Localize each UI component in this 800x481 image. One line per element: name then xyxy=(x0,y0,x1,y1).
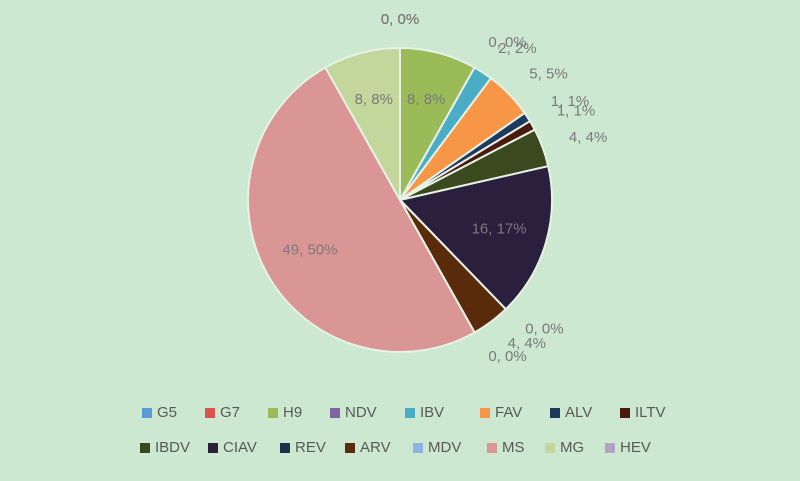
data-label: 0, 0% xyxy=(381,11,419,28)
legend-swatch xyxy=(545,443,555,453)
legend-swatch xyxy=(140,443,150,453)
legend-label: IBDV xyxy=(155,439,190,456)
data-label: 8, 8% xyxy=(407,91,445,108)
data-label: 0, 0% xyxy=(488,34,526,51)
data-label: 1, 1% xyxy=(557,103,595,120)
legend-swatch xyxy=(620,408,630,418)
legend-label: MDV xyxy=(428,439,461,456)
data-label: 0, 0% xyxy=(488,348,526,365)
legend-swatch xyxy=(550,408,560,418)
legend-label: MG xyxy=(560,439,584,456)
legend-swatch xyxy=(605,443,615,453)
data-label: 49, 50% xyxy=(282,242,337,259)
data-label: 16, 17% xyxy=(472,220,527,237)
legend-swatch xyxy=(487,443,497,453)
legend-label: G7 xyxy=(220,404,240,421)
legend-label: ALV xyxy=(565,404,592,421)
legend-swatch xyxy=(280,443,290,453)
legend-label: HEV xyxy=(620,439,651,456)
legend-label: FAV xyxy=(495,404,522,421)
legend-label: REV xyxy=(295,439,326,456)
legend-swatch xyxy=(413,443,423,453)
data-label: 8, 8% xyxy=(355,91,393,108)
legend-swatch xyxy=(405,408,415,418)
data-label: 0, 0% xyxy=(381,11,419,28)
legend-swatch xyxy=(330,408,340,418)
data-label: 0, 0% xyxy=(525,320,563,337)
legend-swatch xyxy=(208,443,218,453)
legend-label: CIAV xyxy=(223,439,257,456)
legend-swatch xyxy=(480,408,490,418)
data-label: 1, 1% xyxy=(551,93,589,110)
legend-swatch xyxy=(345,443,355,453)
legend-swatch xyxy=(268,408,278,418)
legend-label: ILTV xyxy=(635,404,666,421)
legend-label: ARV xyxy=(360,439,391,456)
data-label: 2, 2% xyxy=(498,40,536,57)
data-label: 5, 5% xyxy=(529,66,567,83)
pie-slice xyxy=(398,164,553,311)
legend-label: G5 xyxy=(157,404,177,421)
data-label: 4, 4% xyxy=(508,335,546,352)
legend-label: MS xyxy=(502,439,525,456)
data-label: 0, 0% xyxy=(381,11,419,28)
legend-swatch xyxy=(205,408,215,418)
pie-slice xyxy=(247,66,476,353)
data-label: 4, 4% xyxy=(569,129,607,146)
legend-label: NDV xyxy=(345,404,377,421)
legend-label: H9 xyxy=(283,404,302,421)
legend-swatch xyxy=(142,408,152,418)
legend-label: IBV xyxy=(420,404,444,421)
